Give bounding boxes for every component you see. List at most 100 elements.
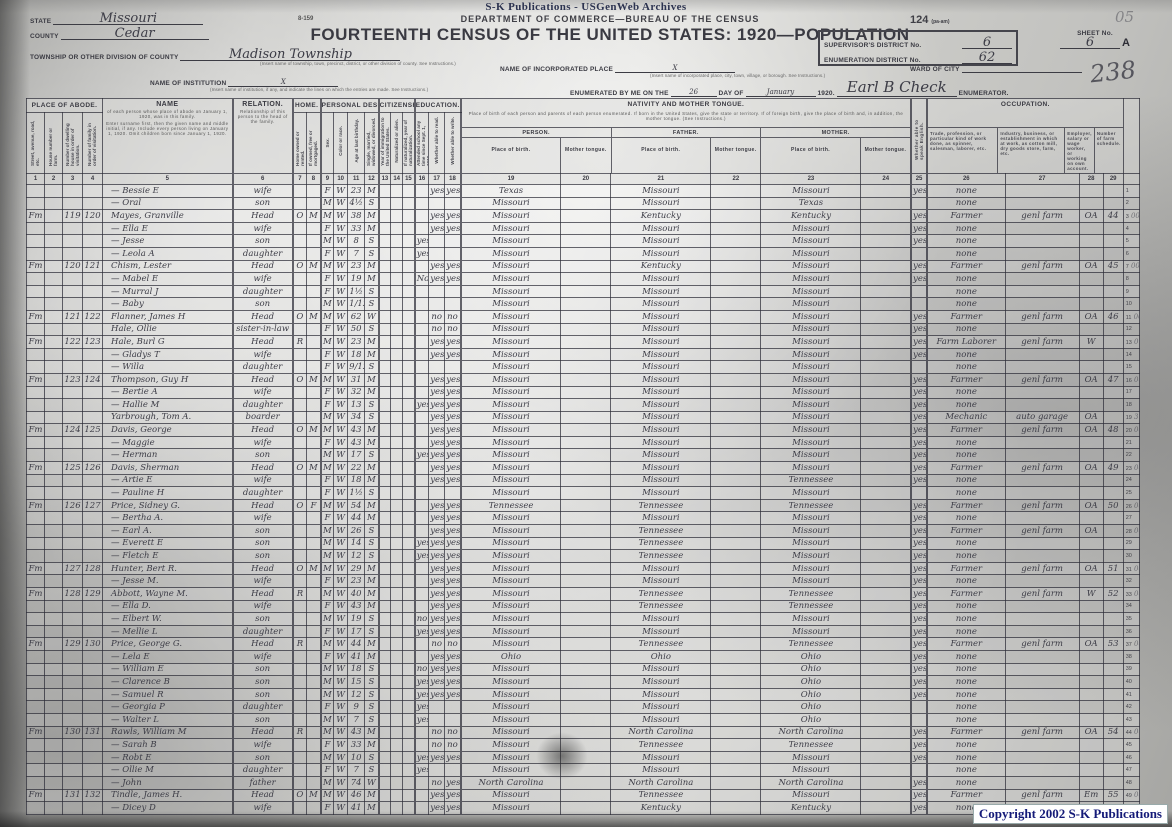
cell-natyr bbox=[402, 549, 416, 563]
cell-mt bbox=[560, 246, 612, 261]
cell-imm bbox=[377, 549, 392, 563]
cell-read: yes bbox=[428, 209, 446, 223]
census-row: — Ollie MdaughterFW7SyesMissouriMissouri… bbox=[26, 763, 1141, 777]
cell-fam bbox=[81, 385, 104, 400]
cell-mmt bbox=[860, 738, 912, 752]
cell-mtg bbox=[306, 712, 322, 727]
row-number: 39 bbox=[1122, 662, 1141, 677]
cell-fpob: North Carolina bbox=[610, 725, 712, 740]
cell-write: yes bbox=[444, 511, 462, 526]
cell-dw bbox=[62, 775, 83, 790]
cell-ind bbox=[1004, 184, 1080, 198]
cell-farm bbox=[1102, 700, 1124, 714]
cell-eng bbox=[910, 486, 928, 500]
cell-farm bbox=[1102, 662, 1124, 677]
cell-mtg: M bbox=[306, 788, 322, 803]
cell-age: 62 bbox=[347, 309, 366, 324]
cell-farm bbox=[1102, 574, 1124, 588]
cell-mtg bbox=[306, 649, 322, 664]
cell-age: 7 bbox=[347, 712, 366, 727]
cell-race: W bbox=[333, 360, 349, 374]
cell-natyr bbox=[402, 700, 416, 714]
row-number: 10 bbox=[1122, 297, 1141, 311]
cell-write: yes bbox=[444, 221, 462, 236]
cell-fm bbox=[26, 234, 45, 248]
cell-read: yes bbox=[428, 662, 446, 677]
cell-dw bbox=[62, 649, 83, 664]
cell-home bbox=[291, 360, 308, 374]
cell-fmt bbox=[710, 687, 762, 702]
cell-race: W bbox=[333, 347, 349, 362]
cell-farm bbox=[1102, 322, 1124, 337]
cell-mtg bbox=[306, 322, 322, 337]
cell-mtg bbox=[306, 536, 322, 551]
cell-eng: yes bbox=[910, 649, 928, 664]
cell-fm: Fm bbox=[26, 725, 45, 740]
cell-mar: S bbox=[364, 763, 380, 777]
cell-dw bbox=[62, 410, 83, 425]
cell-occ: none bbox=[926, 297, 1006, 311]
cell-write: yes bbox=[444, 775, 462, 790]
cell-emp bbox=[1078, 649, 1104, 664]
cell-name: Davis, George bbox=[102, 423, 234, 437]
cell-farm: 48 bbox=[1102, 423, 1124, 437]
cell-mpob: Missouri bbox=[760, 524, 862, 538]
cell-rel: wife bbox=[231, 649, 294, 664]
cell-name: — Robt E bbox=[102, 750, 234, 765]
cell-name: Chism, Lester bbox=[102, 259, 234, 274]
scan-edge-top bbox=[0, 0, 1172, 13]
cell-fmt bbox=[710, 423, 762, 437]
group-occupation: OCCUPATION. Trade, profession, or partic… bbox=[926, 98, 1124, 174]
cell-mt bbox=[560, 234, 612, 248]
supervisor-district-label: SUPERVISOR'S DISTRICT No. bbox=[824, 42, 922, 49]
cell-home bbox=[291, 196, 308, 211]
cell-ind: genl farm bbox=[1004, 372, 1080, 387]
cell-natyr bbox=[402, 360, 416, 374]
cell-occ: none bbox=[926, 712, 1006, 727]
cell-natyr bbox=[402, 712, 416, 727]
cell-fpob: Missouri bbox=[610, 763, 712, 777]
cell-name: Abbott, Wayne M. bbox=[102, 587, 234, 601]
cell-nat bbox=[390, 398, 404, 412]
cell-mar: M bbox=[364, 372, 380, 387]
cell-house bbox=[44, 549, 63, 563]
cell-fm bbox=[26, 612, 45, 626]
cell-natyr bbox=[402, 725, 416, 740]
cell-dw bbox=[62, 675, 83, 689]
cell-ind bbox=[1004, 612, 1080, 626]
cell-fpob: North Carolina bbox=[610, 775, 712, 790]
cell-pob: Missouri bbox=[459, 561, 562, 576]
cell-dw bbox=[62, 297, 83, 311]
cell-mt bbox=[560, 624, 612, 639]
cell-write: yes bbox=[444, 549, 462, 563]
cell-sch bbox=[413, 423, 430, 437]
cell-occ: Farmer bbox=[926, 725, 1006, 740]
cell-fmt bbox=[710, 221, 762, 236]
cell-read bbox=[428, 700, 446, 714]
cell-pob: Missouri bbox=[459, 246, 562, 261]
cell-fmt bbox=[710, 309, 762, 324]
column-house-number: House number or farm. bbox=[44, 112, 63, 174]
cell-age: 17 bbox=[347, 624, 366, 639]
cell-read: yes bbox=[428, 511, 446, 526]
cell-fm bbox=[26, 246, 45, 261]
cell-sex: M bbox=[319, 335, 335, 349]
cell-age: 9 bbox=[347, 700, 366, 714]
cell-dw bbox=[62, 221, 83, 236]
cell-rel: father bbox=[231, 775, 294, 790]
cell-mt bbox=[560, 561, 612, 576]
census-row: — Samuel RsonMW12SyesyesyesMissouriMisso… bbox=[26, 687, 1141, 702]
margin-digits: 000 bbox=[1134, 791, 1139, 800]
cell-rel: son bbox=[231, 675, 294, 689]
cell-write: yes bbox=[444, 599, 462, 614]
cell-emp: W bbox=[1078, 587, 1104, 601]
cell-sex: M bbox=[319, 536, 335, 551]
state-value: Missouri bbox=[53, 12, 204, 25]
cell-sex: M bbox=[319, 196, 335, 211]
cell-name: — Bertha A. bbox=[102, 511, 234, 526]
cell-house bbox=[44, 725, 63, 740]
cell-natyr bbox=[402, 599, 416, 614]
cell-mmt bbox=[860, 536, 912, 551]
